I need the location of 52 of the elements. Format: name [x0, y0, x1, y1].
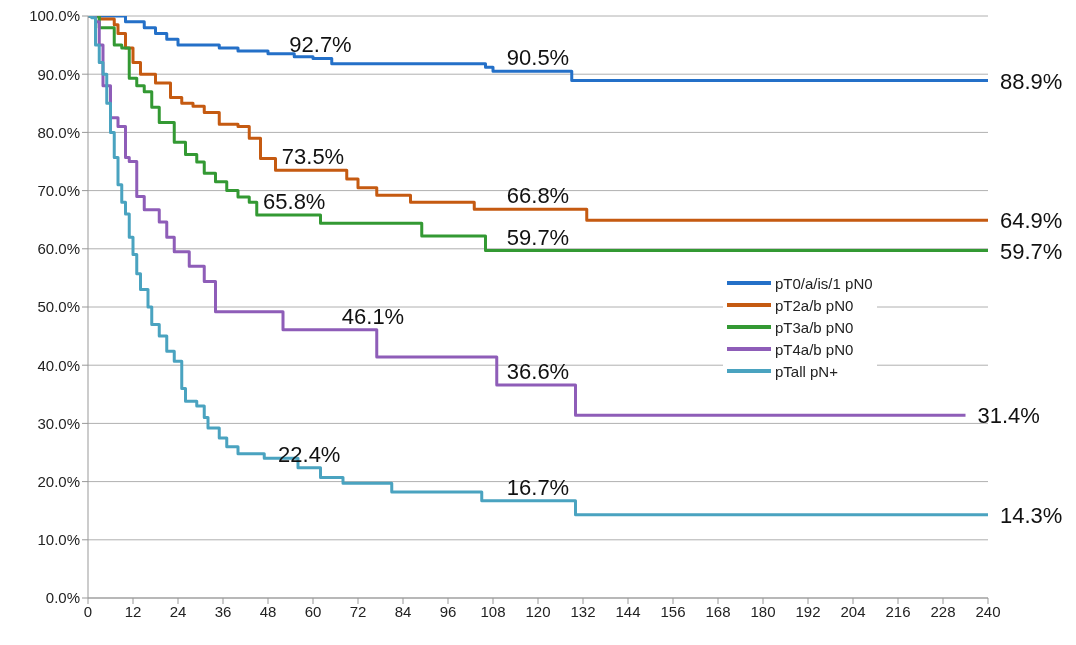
- y-tick-label: 70.0%: [37, 181, 80, 199]
- x-tick-label: 84: [394, 602, 412, 620]
- y-tick-label: 50.0%: [37, 298, 80, 316]
- annotation: 64.9%: [1000, 208, 1063, 234]
- y-tick-label: 0.0%: [45, 589, 80, 607]
- x-tick-label: 144: [615, 602, 641, 620]
- x-tick-label: 168: [705, 602, 731, 620]
- annotation: 22.4%: [278, 441, 341, 467]
- x-tick-label: 36: [214, 602, 232, 620]
- x-tick-label: 108: [480, 602, 506, 620]
- annotation: 65.8%: [263, 189, 326, 215]
- annotation: 88.9%: [1000, 68, 1063, 94]
- annotation: 46.1%: [341, 303, 405, 329]
- annotation: 90.5%: [506, 45, 570, 71]
- y-tick-label: 20.0%: [37, 472, 80, 490]
- x-tick-label: 216: [885, 602, 911, 620]
- x-tick-label: 48: [259, 602, 277, 620]
- y-tick-label: 90.0%: [37, 65, 80, 83]
- y-tick-label: 60.0%: [37, 240, 80, 258]
- x-tick-label: 60: [304, 602, 322, 620]
- annotation: 59.7%: [1000, 238, 1063, 264]
- x-tick-label: 180: [750, 602, 776, 620]
- annotation: 73.5%: [281, 144, 345, 170]
- x-tick-label: 12: [124, 602, 142, 620]
- annotation: 66.8%: [506, 183, 570, 209]
- annotation: 14.3%: [1000, 502, 1063, 528]
- x-tick-label: 0: [83, 602, 93, 620]
- legend-label: pT4a/b pN0: [775, 340, 854, 358]
- legend-label: pTall pN+: [775, 362, 838, 380]
- x-tick-label: 156: [660, 602, 686, 620]
- annotation: 31.4%: [977, 403, 1040, 429]
- annotation: 16.7%: [506, 474, 570, 500]
- x-tick-label: 120: [525, 602, 551, 620]
- legend-label: pT3a/b pN0: [775, 318, 854, 336]
- x-tick-label: 72: [349, 602, 367, 620]
- annotation: 36.6%: [506, 358, 570, 384]
- y-tick-label: 10.0%: [37, 531, 80, 549]
- x-tick-label: 240: [975, 602, 1001, 620]
- y-tick-label: 40.0%: [37, 356, 80, 374]
- x-tick-label: 132: [570, 602, 596, 620]
- legend-label: pT2a/b pN0: [775, 296, 854, 314]
- x-tick-label: 96: [439, 602, 457, 620]
- x-tick-label: 204: [840, 602, 866, 620]
- y-tick-label: 30.0%: [37, 414, 80, 432]
- x-tick-label: 228: [930, 602, 956, 620]
- y-tick-label: 80.0%: [37, 123, 80, 141]
- legend-label: pT0/a/is/1 pN0: [775, 274, 873, 292]
- x-tick-label: 24: [169, 602, 187, 620]
- annotation: 59.7%: [506, 224, 570, 250]
- annotation: 92.7%: [289, 32, 352, 58]
- x-tick-label: 192: [795, 602, 821, 620]
- y-tick-label: 100.0%: [29, 7, 80, 25]
